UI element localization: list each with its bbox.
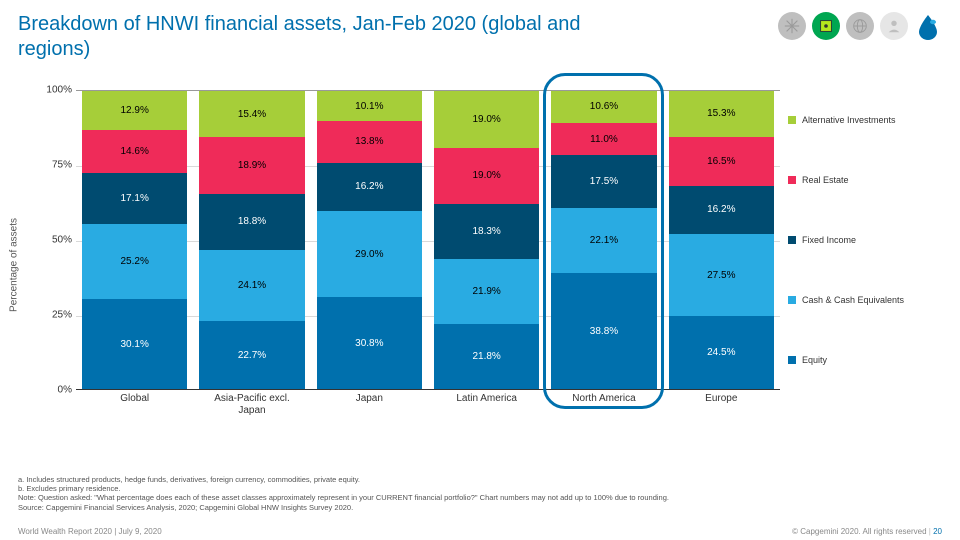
y-tick-label: 25%: [52, 310, 72, 321]
chart-area: Percentage of assets 0%25%50%75%100% Glo…: [30, 90, 930, 440]
footnotes: a. Includes structured products, hedge f…: [18, 475, 669, 513]
header-logo-icon: [846, 12, 874, 40]
bar-segment: 38.8%: [551, 273, 656, 389]
bar-segment: 19.0%: [434, 148, 539, 205]
footer: World Wealth Report 2020 | July 9, 2020 …: [0, 527, 960, 536]
bar-segment: 17.5%: [551, 155, 656, 207]
brand-drop-icon: [914, 12, 942, 40]
bar-column: 38.8%22.1%17.5%11.0%10.6%: [551, 91, 656, 389]
footnote-line: b. Excludes primary residence.: [18, 484, 669, 493]
bar-segment: 18.3%: [434, 204, 539, 259]
bar-segment: 16.2%: [669, 186, 774, 234]
slide-root: Breakdown of HNWI financial assets, Jan-…: [0, 0, 960, 540]
bar-segment: 12.9%: [82, 91, 187, 129]
page-number: 20: [933, 527, 942, 536]
legend: Alternative Investments Real Estate Fixed …: [780, 90, 930, 390]
x-axis-label: Latin America: [434, 393, 539, 416]
bar-segment: 29.0%: [317, 211, 422, 297]
legend-item: Real Estate: [788, 175, 930, 185]
bar-segment: 14.6%: [82, 130, 187, 174]
bar-segment: 21.9%: [434, 259, 539, 324]
legend-item: Fixed Income: [788, 235, 930, 245]
bar-segment: 18.8%: [199, 194, 304, 250]
page-title: Breakdown of HNWI financial assets, Jan-…: [18, 12, 618, 62]
bar-segment: 27.5%: [669, 234, 774, 316]
bar-column: 22.7%24.1%18.8%18.9%15.4%: [199, 91, 304, 389]
bar-segment: 15.4%: [199, 91, 304, 137]
bar-segment: 15.3%: [669, 91, 774, 137]
header-row: Breakdown of HNWI financial assets, Jan-…: [18, 12, 942, 62]
header-logo-icon: [778, 12, 806, 40]
bar-segment: 24.5%: [669, 316, 774, 389]
bar-segment: 24.1%: [199, 250, 304, 322]
y-tick-label: 50%: [52, 235, 72, 246]
header-logo-icon: [880, 12, 908, 40]
x-axis-label: Asia-Pacific excl. Japan: [199, 393, 304, 416]
legend-swatch-icon: [788, 356, 796, 364]
logo-row: [778, 12, 942, 40]
bar-segment: 21.8%: [434, 324, 539, 389]
bar-segment: 17.1%: [82, 173, 187, 224]
legend-item: Alternative Investments: [788, 115, 930, 125]
bar-segment: 30.1%: [82, 299, 187, 389]
x-axis-labels: Global Asia-Pacific excl. Japan Japan Latin…: [76, 389, 780, 416]
plot-area: GlobalAsia-Pacific excl. JapanJapanLatin…: [76, 90, 780, 390]
footnote-line: a. Includes structured products, hedge f…: [18, 475, 669, 484]
bar-column: 30.1%25.2%17.1%14.6%12.9%: [82, 91, 187, 389]
bar-segment: 22.1%: [551, 208, 656, 274]
legend-swatch-icon: [788, 296, 796, 304]
bar-segment: 16.2%: [317, 163, 422, 211]
bar-segment: 11.0%: [551, 123, 656, 156]
bar-segment: 10.6%: [551, 91, 656, 123]
y-tick-label: 0%: [58, 385, 72, 396]
y-tick-label: 75%: [52, 160, 72, 171]
footer-right: © Capgemini 2020. All rights reserved | …: [792, 527, 942, 536]
legend-label: Alternative Investments: [802, 115, 896, 125]
bar-segment: 18.9%: [199, 137, 304, 193]
legend-label: Cash & Cash Equivalents: [802, 295, 904, 305]
bar-segment: 22.7%: [199, 321, 304, 389]
footer-left: World Wealth Report 2020 | July 9, 2020: [18, 527, 162, 536]
bar-segment: 25.2%: [82, 224, 187, 299]
bar-column: 30.8%29.0%16.2%13.8%10.1%: [317, 91, 422, 389]
legend-label: Real Estate: [802, 175, 849, 185]
bar-segment: 30.8%: [317, 297, 422, 389]
bar-segment: 16.5%: [669, 137, 774, 186]
footnote-line: Source: Capgemini Financial Services Ana…: [18, 503, 669, 512]
header-logo-icon: [812, 12, 840, 40]
legend-swatch-icon: [788, 236, 796, 244]
x-axis-label: Global: [82, 393, 187, 416]
footnote-line: Note: Question asked: "What percentage d…: [18, 493, 669, 502]
legend-item: Equity: [788, 355, 930, 365]
x-axis-label: Europe: [669, 393, 774, 416]
legend-swatch-icon: [788, 176, 796, 184]
x-axis-label: Japan: [317, 393, 422, 416]
bar-column: 21.8%21.9%18.3%19.0%19.0%: [434, 91, 539, 389]
y-axis: Percentage of assets 0%25%50%75%100%: [30, 90, 76, 440]
legend-swatch-icon: [788, 116, 796, 124]
footer-copyright: © Capgemini 2020. All rights reserved: [792, 527, 926, 536]
legend-label: Equity: [802, 355, 827, 365]
x-axis-label: North America: [551, 393, 656, 416]
bar-segment: 10.1%: [317, 91, 422, 121]
bar-segment: 19.0%: [434, 91, 539, 148]
bar-column: 24.5%27.5%16.2%16.5%15.3%: [669, 91, 774, 389]
bar-segment: 13.8%: [317, 121, 422, 162]
y-axis-label: Percentage of assets: [9, 218, 20, 312]
y-tick-label: 100%: [46, 85, 72, 96]
legend-label: Fixed Income: [802, 235, 856, 245]
legend-item: Cash & Cash Equivalents: [788, 295, 930, 305]
